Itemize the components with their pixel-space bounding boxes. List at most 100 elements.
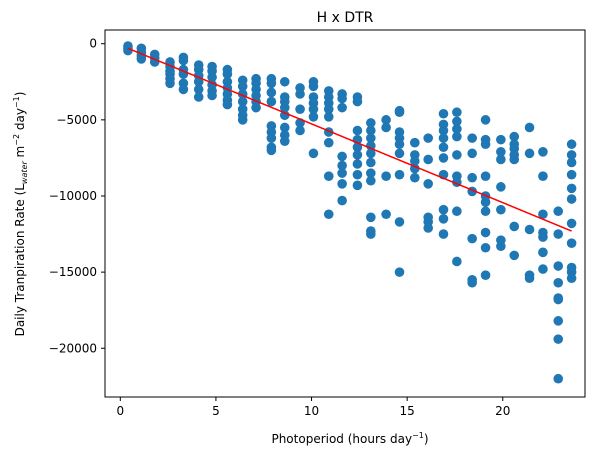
data-point-186: [496, 241, 506, 252]
data-point-90: [323, 171, 334, 181]
data-point-211: [553, 294, 564, 305]
data-point-170: [480, 115, 491, 125]
fit-layer: [127, 47, 572, 232]
x-axis-title-main: Photoperiod (hours day: [271, 432, 412, 446]
data-point-164: [467, 148, 477, 159]
data-point-162: [452, 256, 462, 267]
data-point-201: [538, 209, 548, 220]
data-point-129: [394, 148, 405, 159]
data-point-131: [394, 217, 405, 227]
data-point-35: [222, 69, 233, 79]
data-point-172: [480, 139, 491, 150]
data-point-219: [566, 183, 577, 194]
data-point-144: [438, 108, 449, 119]
y-axis-title-part3: day: [13, 108, 27, 134]
x-tick-label-1: 5: [212, 404, 220, 418]
data-point-175: [480, 197, 491, 207]
data-point-102: [352, 125, 363, 136]
data-point-114: [366, 157, 376, 168]
data-point-209: [553, 277, 564, 288]
x-tick-label-2: 10: [304, 404, 319, 418]
data-point-184: [496, 204, 506, 215]
data-point-225: [566, 273, 577, 284]
data-point-98: [337, 179, 347, 189]
data-point-128: [394, 139, 405, 150]
data-point-180: [496, 134, 506, 145]
data-point-151: [438, 204, 449, 215]
data-point-56: [266, 87, 277, 98]
data-point-89: [323, 137, 334, 148]
y-axis-title-superscript2: −1: [12, 96, 21, 108]
plot-frame: [104, 29, 586, 398]
x-axis-title: Photoperiod (hours day−1): [271, 431, 428, 446]
data-point-6: [136, 54, 147, 64]
data-point-163: [467, 133, 477, 143]
x-tick-label-0: 0: [116, 404, 124, 418]
data-point-137: [410, 172, 420, 183]
data-point-107: [352, 169, 363, 180]
y-axis-title-superscript1: −2: [12, 134, 21, 146]
data-point-86: [323, 104, 334, 114]
data-point-81: [308, 112, 319, 122]
data-point-194: [524, 122, 535, 133]
data-point-15: [165, 78, 175, 89]
x-axis-title-tail: ): [424, 432, 429, 446]
data-point-67: [279, 110, 290, 121]
y-axis-title-subscript: water: [20, 161, 29, 185]
y-tick-label-0: 0: [89, 37, 97, 51]
data-point-17: [178, 55, 189, 66]
data-point-55: [266, 78, 277, 89]
y-tick-label-2: −10000: [49, 189, 97, 203]
data-point-33: [207, 90, 217, 101]
data-point-192: [509, 221, 520, 232]
data-point-221: [566, 218, 577, 229]
y-axis-title-part2: m: [13, 146, 27, 162]
data-point-119: [366, 229, 376, 239]
data-point-196: [524, 224, 535, 235]
data-point-167: [467, 233, 477, 244]
data-point-110: [366, 125, 376, 136]
points-layer: [123, 41, 577, 384]
data-point-72: [295, 89, 305, 99]
regression-line: [127, 47, 572, 232]
data-point-220: [566, 194, 577, 204]
y-axis-title-part1: Daily Tranpiration Rate (L: [13, 184, 27, 337]
data-point-165: [467, 172, 477, 183]
data-point-154: [452, 107, 462, 118]
data-point-111: [366, 133, 376, 143]
data-point-87: [323, 112, 334, 122]
data-point-120: [381, 115, 391, 125]
data-point-130: [394, 169, 405, 180]
data-point-156: [452, 124, 462, 134]
chart-title: H x DTR: [317, 10, 374, 26]
data-point-25: [193, 76, 204, 87]
data-point-217: [566, 157, 577, 168]
data-point-183: [496, 182, 506, 192]
data-point-198: [524, 273, 535, 284]
data-point-21: [178, 84, 189, 95]
data-point-97: [337, 168, 347, 178]
data-point-177: [480, 227, 491, 238]
data-point-153: [438, 229, 449, 239]
data-point-148: [438, 142, 449, 153]
data-point-208: [553, 261, 564, 271]
data-point-2: [123, 45, 133, 56]
data-point-204: [538, 247, 548, 258]
data-point-115: [366, 168, 376, 178]
data-point-47: [237, 115, 248, 125]
data-point-178: [480, 242, 491, 253]
y-axis-title-part4: ): [13, 92, 27, 97]
data-point-173: [480, 171, 491, 181]
data-point-149: [438, 153, 449, 163]
data-point-157: [452, 131, 462, 142]
data-point-44: [237, 96, 248, 107]
data-point-179: [480, 270, 491, 280]
data-point-109: [366, 118, 376, 128]
data-point-187: [509, 131, 520, 142]
data-point-205: [538, 264, 548, 274]
data-point-73: [295, 104, 305, 114]
data-point-212: [553, 316, 564, 326]
data-point-152: [438, 214, 449, 224]
data-point-216: [566, 150, 577, 160]
